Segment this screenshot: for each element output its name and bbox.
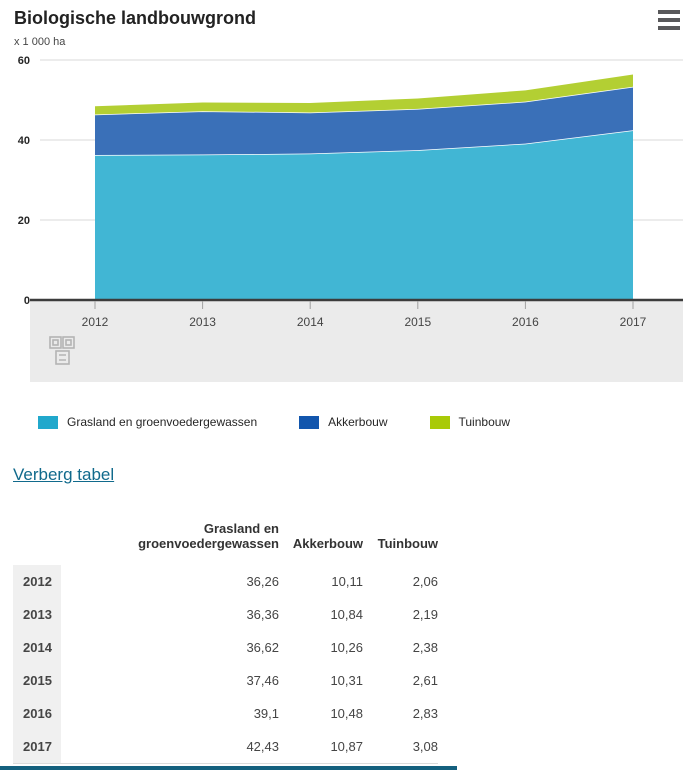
table-row: 2013 36,36 10,84 2,19: [13, 598, 438, 631]
row-year-label: 2012: [13, 565, 61, 598]
y-axis-unit-label: x 1 000 ha: [14, 36, 66, 48]
table-cell-value: 36,62: [246, 640, 279, 655]
table-cell-value: 2,61: [412, 673, 438, 688]
table-row: 2012 36,26 10,11 2,06: [13, 565, 438, 598]
table-cell-value: 36,26: [246, 574, 279, 589]
svg-text:2012: 2012: [82, 315, 109, 329]
svg-text:0: 0: [24, 295, 30, 307]
svg-text:2017: 2017: [620, 315, 647, 329]
table-cell-value: 10,84: [330, 607, 363, 622]
table-cell-value: 42,43: [246, 739, 279, 754]
row-year-label: 2017: [13, 730, 61, 764]
svg-text:40: 40: [18, 135, 30, 147]
table-header-row: Grasland en groenvoedergewassen Akkerbou…: [13, 513, 438, 565]
area-series: [94, 74, 634, 300]
hide-table-link[interactable]: Verberg tabel: [13, 465, 115, 484]
table-header-akkerbouw: Akkerbouw: [292, 536, 363, 551]
axis-ticks-and-labels: 2012 2013 2014 2015 2016 2017: [82, 301, 647, 329]
hamburger-menu-icon[interactable]: [658, 10, 682, 30]
legend-label-grasland: Grasland en groenvoedergewassen: [67, 415, 258, 429]
legend-label-tuinbouw: Tuinbouw: [458, 415, 511, 429]
svg-text:2013: 2013: [189, 315, 216, 329]
table-cell-value: 3,08: [412, 739, 438, 754]
chart-legend: Grasland en groenvoedergewassen Akkerbou…: [38, 415, 690, 429]
legend-item-grasland[interactable]: Grasland en groenvoedergewassen: [38, 415, 257, 429]
legend-swatch-tuinbouw: [429, 415, 450, 429]
table-cell-value: 36,36: [246, 607, 279, 622]
table-cell-value: 10,26: [330, 640, 363, 655]
data-table: Grasland en groenvoedergewassen Akkerbou…: [13, 513, 438, 764]
legend-item-akkerbouw[interactable]: Akkerbouw: [299, 415, 388, 429]
chart-svg: 0 20 40 60 2012 2013 2014 2015 2016 2017: [18, 55, 683, 382]
svg-text:2016: 2016: [512, 315, 539, 329]
table-cell-value: 2,19: [412, 607, 438, 622]
x-axis-band: [30, 301, 683, 382]
row-year-label: 2014: [13, 631, 61, 664]
table-cell-value: 39,1: [253, 706, 279, 721]
legend-swatch-akkerbouw: [299, 415, 320, 429]
table-cell-value: 2,38: [412, 640, 438, 655]
table-row: 2016 39,1 10,48 2,83: [13, 697, 438, 730]
table-cell-value: 2,83: [412, 706, 438, 721]
table-cell-value: 37,46: [246, 673, 279, 688]
legend-swatch-grasland: [38, 415, 58, 429]
chart-header: Biologische landbouwgrond x 1 000 ha: [0, 0, 690, 48]
svg-text:2014: 2014: [297, 315, 324, 329]
table-header-grasland: Grasland en groenvoedergewassen: [138, 521, 279, 551]
legend-item-tuinbouw[interactable]: Tuinbouw: [429, 415, 511, 429]
table-header-year: [13, 513, 61, 565]
table-cell-value: 10,31: [330, 673, 363, 688]
table-row: 2017 42,43 10,87 3,08: [13, 730, 438, 764]
table-header-tuinbouw: Tuinbouw: [377, 536, 438, 551]
table-cell-value: 10,87: [330, 739, 363, 754]
cbs-logo: [49, 336, 75, 365]
table-row: 2014 36,62 10,26 2,38: [13, 631, 438, 664]
svg-text:2015: 2015: [404, 315, 431, 329]
row-year-label: 2015: [13, 664, 61, 697]
table-cell-value: 2,06: [412, 574, 438, 589]
table-row: 2015 37,46 10,31 2,61: [13, 664, 438, 697]
svg-text:60: 60: [18, 55, 30, 67]
stacked-area-chart: 0 20 40 60 2012 2013 2014 2015 2016 2017: [0, 50, 690, 389]
cutoff-bottom-bar: [0, 766, 457, 770]
table-cell-value: 10,48: [330, 706, 363, 721]
svg-text:20: 20: [18, 215, 30, 227]
page-title: Biologische landbouwgrond: [14, 8, 256, 28]
table-cell-value: 10,11: [331, 574, 363, 589]
row-year-label: 2013: [13, 598, 61, 631]
row-year-label: 2016: [13, 697, 61, 730]
legend-label-akkerbouw: Akkerbouw: [328, 415, 388, 429]
